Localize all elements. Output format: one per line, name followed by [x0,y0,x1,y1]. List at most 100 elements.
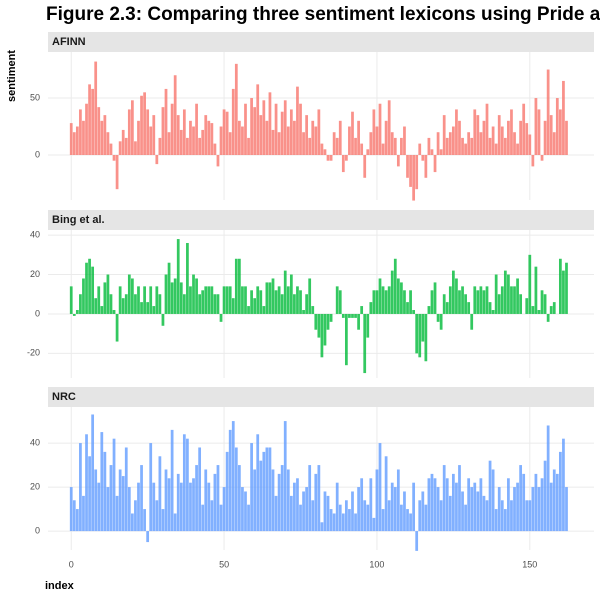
bar [192,274,195,314]
y-axis-title: sentiment [6,50,18,102]
bar [118,141,122,155]
bar [488,137,492,155]
bar [369,302,373,314]
bar [210,500,214,532]
bar [149,126,153,155]
bar [137,286,140,314]
bar [216,465,220,532]
bar [146,531,150,543]
strip-label: AFINN [52,36,86,48]
bar [274,495,278,532]
bar [247,306,250,314]
bar [186,438,189,532]
bar [72,500,76,532]
bar [314,313,318,330]
bar [329,154,333,161]
bar [182,109,186,155]
bar [97,482,101,532]
bar [219,504,223,532]
bar [253,469,257,532]
bar [247,504,250,532]
bar [244,491,247,532]
bar [103,282,107,314]
bar [403,491,406,532]
bar [237,465,241,532]
bar [176,473,180,532]
bar [430,290,434,314]
bar [464,504,467,532]
bar [455,278,458,314]
bar [82,495,85,532]
bar [222,286,226,314]
bar [286,126,290,155]
bar [442,115,446,155]
bar [467,132,471,155]
bar [516,482,519,532]
bar [88,456,91,532]
bar [103,115,107,155]
bar [82,278,85,314]
bar [378,443,382,532]
bar [176,239,180,314]
bar [494,143,498,155]
bar [244,103,247,155]
bar [329,509,333,532]
bar [540,290,544,314]
bar [479,132,483,155]
bar [109,465,113,532]
bar [384,120,388,155]
bar [72,313,76,316]
bar [543,120,547,155]
bar [445,478,449,532]
bar [354,313,357,318]
bar [360,306,364,314]
bar [274,290,278,314]
bar [390,270,394,314]
bar [143,509,146,532]
bar [427,306,431,314]
bar [88,84,91,155]
bar [565,120,568,155]
bar [384,290,388,314]
bar [137,482,140,532]
bar [384,456,388,532]
bar [473,286,477,314]
bar [219,313,223,322]
bar [400,137,403,155]
bar [400,504,403,532]
bar [482,290,486,314]
bar [341,513,345,532]
bar [189,120,192,155]
bar [262,306,266,314]
bar [442,294,446,314]
bar [271,278,275,314]
strip-label: NRC [52,391,76,403]
bar [534,98,538,155]
bar [491,469,495,532]
bar [390,482,394,532]
bar [173,75,177,155]
bar [124,294,128,314]
bar [293,482,296,532]
bar [268,282,272,314]
bar [348,313,351,318]
bar [378,278,382,314]
bar [311,120,315,155]
bar [390,132,394,155]
bar [69,286,73,314]
chart-title: Figure 2.3: Comparing three sentiment le… [46,4,600,25]
bar [201,129,205,155]
bar [152,482,156,532]
bar [299,103,302,155]
bar [332,513,336,532]
bar [115,154,119,190]
bar [149,443,153,532]
bar [338,120,342,155]
bar [198,294,202,314]
bar [186,137,189,155]
y-tick-label: 50 [30,92,40,102]
bar [335,482,339,532]
bar [173,513,177,532]
bar [207,120,211,155]
